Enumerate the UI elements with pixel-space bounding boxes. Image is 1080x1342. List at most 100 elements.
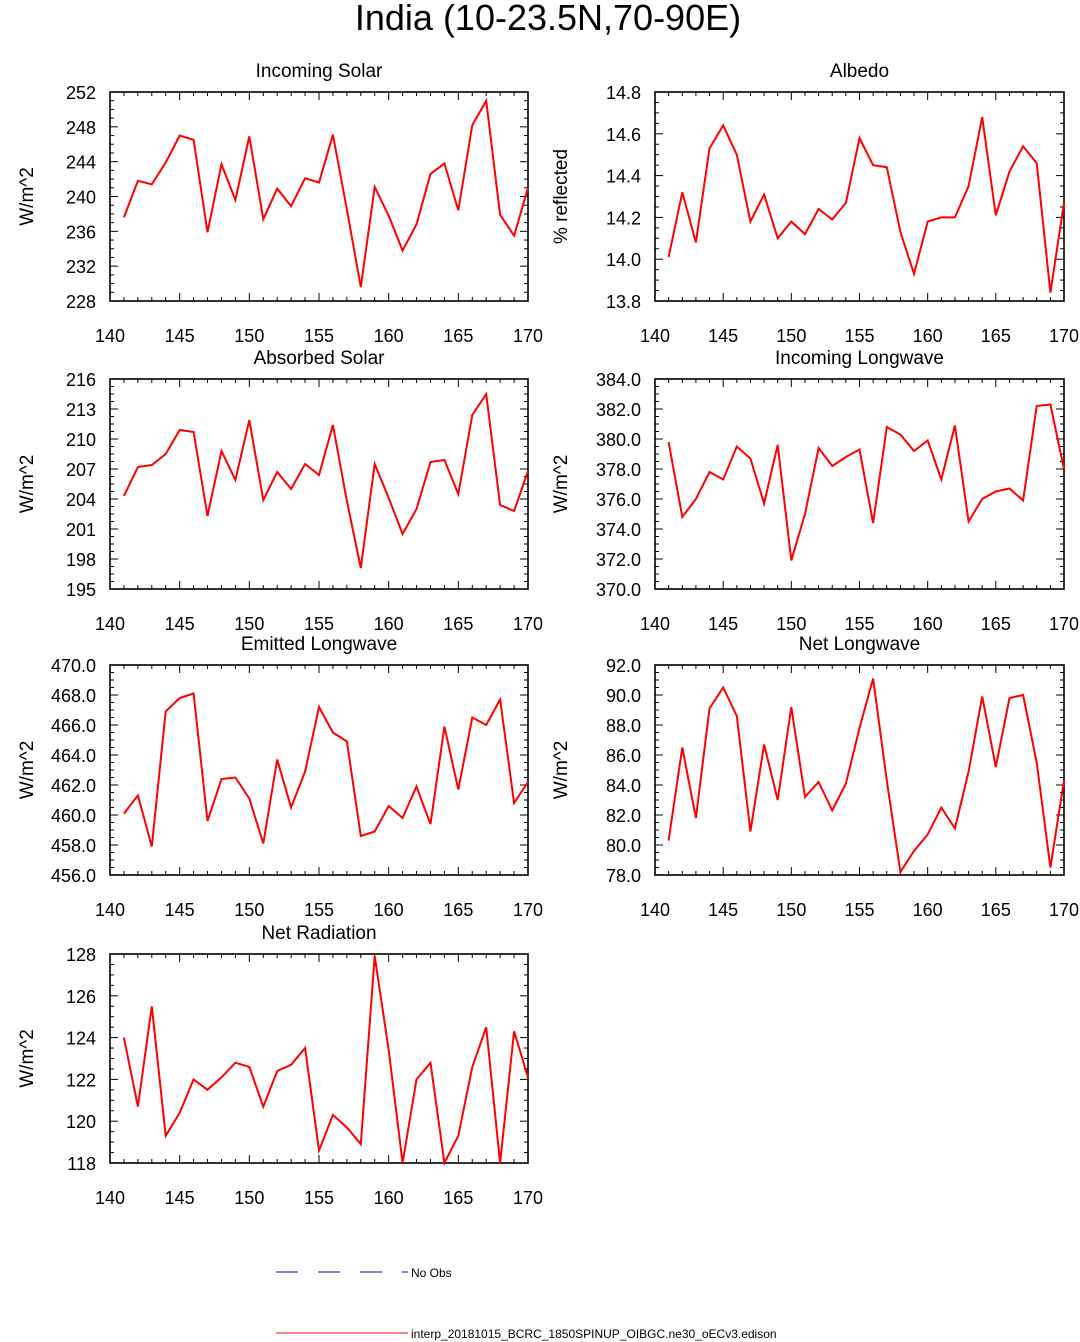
x-tick-label: 150: [234, 900, 264, 920]
data-point: [872, 164, 874, 166]
y-tick-label: 128: [66, 945, 96, 965]
data-point: [668, 441, 670, 443]
x-tick-label: 155: [844, 614, 874, 634]
data-point: [430, 1062, 432, 1064]
y-tick-label: 248: [66, 118, 96, 138]
x-tick-label: 170: [513, 1188, 543, 1208]
data-point: [137, 180, 139, 182]
data-point: [304, 463, 306, 465]
data-point: [913, 273, 915, 275]
y-tick-label: 384.0: [596, 370, 641, 390]
series-line: [667, 403, 1065, 561]
data-point: [207, 231, 209, 233]
data-point: [332, 424, 334, 426]
data-point: [872, 522, 874, 524]
y-tick-label: 14.6: [606, 125, 641, 145]
data-point: [123, 216, 125, 218]
y-tick-label: 124: [66, 1029, 96, 1049]
x-tick-label: 160: [374, 900, 404, 920]
panel-title: Net Radiation: [261, 923, 376, 944]
data-point: [402, 1162, 404, 1164]
x-tick-label: 145: [708, 900, 738, 920]
x-tick-label: 160: [913, 326, 943, 346]
x-tick-label: 140: [95, 326, 125, 346]
data-point: [471, 414, 473, 416]
y-tick-label: 204: [66, 490, 96, 510]
data-point: [402, 250, 404, 252]
data-point: [457, 209, 459, 211]
data-point: [290, 807, 292, 809]
x-tick-label: 160: [374, 1188, 404, 1208]
data-point: [763, 744, 765, 746]
data-point: [763, 193, 765, 195]
panel-title: Albedo: [830, 61, 889, 82]
data-point: [193, 1078, 195, 1080]
x-tick-label: 165: [443, 900, 473, 920]
data-point: [872, 678, 874, 680]
x-tick-label: 150: [776, 900, 806, 920]
data-point: [416, 508, 418, 510]
y-tick-label: 466.0: [51, 716, 96, 736]
y-tick-label: 198: [66, 550, 96, 570]
data-point: [722, 124, 724, 126]
data-point: [1063, 202, 1065, 204]
data-point: [1009, 170, 1011, 172]
data-point: [388, 497, 390, 499]
y-axis-label: W/m^2: [17, 167, 38, 226]
x-tick-label: 165: [981, 614, 1011, 634]
data-point: [360, 286, 362, 288]
data-point: [804, 796, 806, 798]
y-tick-label: 244: [66, 153, 96, 173]
data-point: [276, 759, 278, 761]
series-line: [123, 692, 529, 847]
x-tick-label: 140: [95, 900, 125, 920]
data-point: [443, 162, 445, 164]
data-point: [290, 205, 292, 207]
data-point: [845, 456, 847, 458]
data-point: [968, 771, 970, 773]
data-point: [831, 219, 833, 221]
y-tick-label: 14.2: [606, 208, 641, 228]
data-point: [151, 846, 153, 848]
data-point: [995, 766, 997, 768]
series-line: [122, 391, 529, 569]
data-point: [332, 732, 334, 734]
panel-title: Incoming Longwave: [775, 348, 944, 369]
data-point: [193, 431, 195, 433]
y-tick-label: 86.0: [606, 746, 641, 766]
y-tick-label: 207: [66, 460, 96, 480]
data-point: [968, 185, 970, 187]
y-tick-label: 232: [66, 257, 96, 277]
y-tick-label: 195: [66, 580, 96, 600]
data-point: [165, 162, 167, 164]
data-point: [485, 393, 487, 395]
y-tick-label: 13.8: [606, 292, 641, 312]
data-point: [290, 488, 292, 490]
data-point: [818, 208, 820, 210]
x-tick-label: 145: [165, 1188, 195, 1208]
data-point: [1009, 488, 1011, 490]
y-tick-label: 372.0: [596, 550, 641, 570]
y-tick-label: 122: [66, 1070, 96, 1090]
data-point: [1036, 405, 1038, 407]
y-tick-label: 240: [66, 188, 96, 208]
data-point: [290, 1064, 292, 1066]
data-point: [485, 724, 487, 726]
data-point: [804, 513, 806, 515]
x-tick-label: 165: [981, 326, 1011, 346]
series-line: [122, 97, 529, 288]
data-point: [485, 100, 487, 102]
x-tick-label: 170: [1049, 326, 1079, 346]
data-point: [499, 504, 501, 506]
data-point: [818, 447, 820, 449]
data-point: [346, 741, 348, 743]
y-axis-label: W/m^2: [17, 741, 38, 800]
y-tick-label: 470.0: [51, 656, 96, 676]
data-point: [899, 434, 901, 436]
x-tick-label: 150: [776, 326, 806, 346]
data-point: [457, 1135, 459, 1137]
data-point: [318, 474, 320, 476]
plot-frame: [109, 664, 529, 876]
data-point: [749, 458, 751, 460]
data-point: [954, 216, 956, 218]
